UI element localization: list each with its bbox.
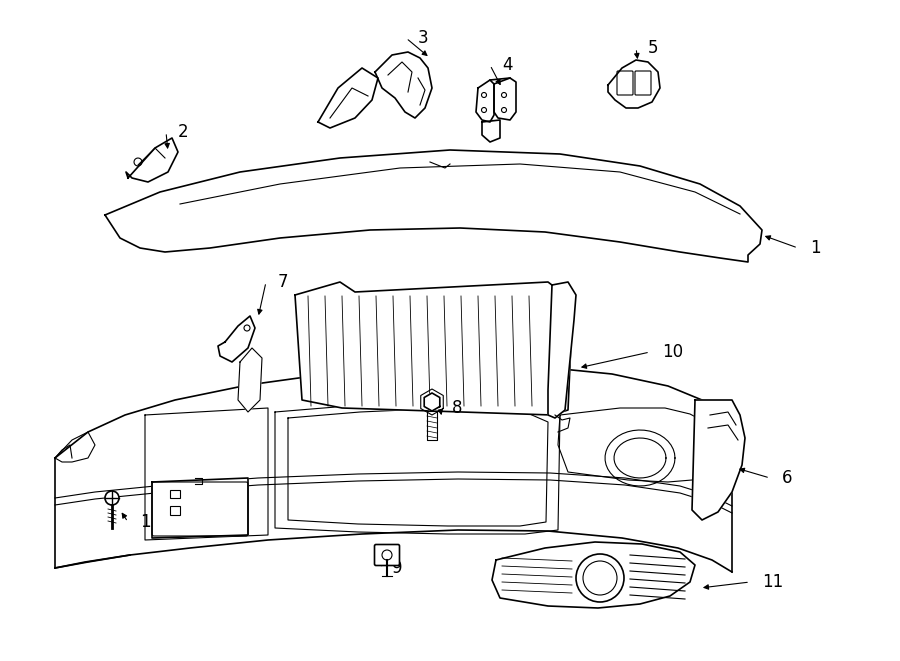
Polygon shape: [492, 542, 695, 608]
Polygon shape: [548, 282, 576, 418]
Text: 5: 5: [648, 39, 659, 57]
Text: 2: 2: [178, 123, 189, 141]
Polygon shape: [218, 316, 255, 362]
Text: 1: 1: [810, 239, 821, 257]
Bar: [170, 506, 180, 515]
Text: 8: 8: [452, 399, 463, 417]
Circle shape: [105, 491, 119, 505]
Text: 7: 7: [278, 273, 289, 291]
Text: 3: 3: [418, 29, 428, 47]
Bar: [170, 490, 180, 498]
Polygon shape: [494, 78, 516, 120]
Polygon shape: [482, 120, 500, 142]
Text: 6: 6: [782, 469, 793, 487]
Text: 13: 13: [140, 513, 161, 531]
Polygon shape: [375, 52, 432, 118]
Polygon shape: [427, 411, 437, 440]
Text: 12: 12: [228, 521, 249, 539]
Polygon shape: [608, 60, 660, 108]
Text: 4: 4: [502, 56, 512, 74]
Text: 9: 9: [392, 559, 402, 577]
Polygon shape: [295, 282, 572, 415]
Text: 10: 10: [662, 343, 683, 361]
Polygon shape: [152, 478, 248, 538]
Polygon shape: [126, 138, 178, 182]
Polygon shape: [318, 68, 378, 128]
Circle shape: [576, 554, 624, 602]
FancyBboxPatch shape: [374, 545, 400, 566]
Polygon shape: [692, 400, 745, 520]
Text: 11: 11: [762, 573, 783, 591]
Polygon shape: [424, 393, 440, 411]
Polygon shape: [476, 80, 494, 122]
Polygon shape: [238, 348, 262, 412]
